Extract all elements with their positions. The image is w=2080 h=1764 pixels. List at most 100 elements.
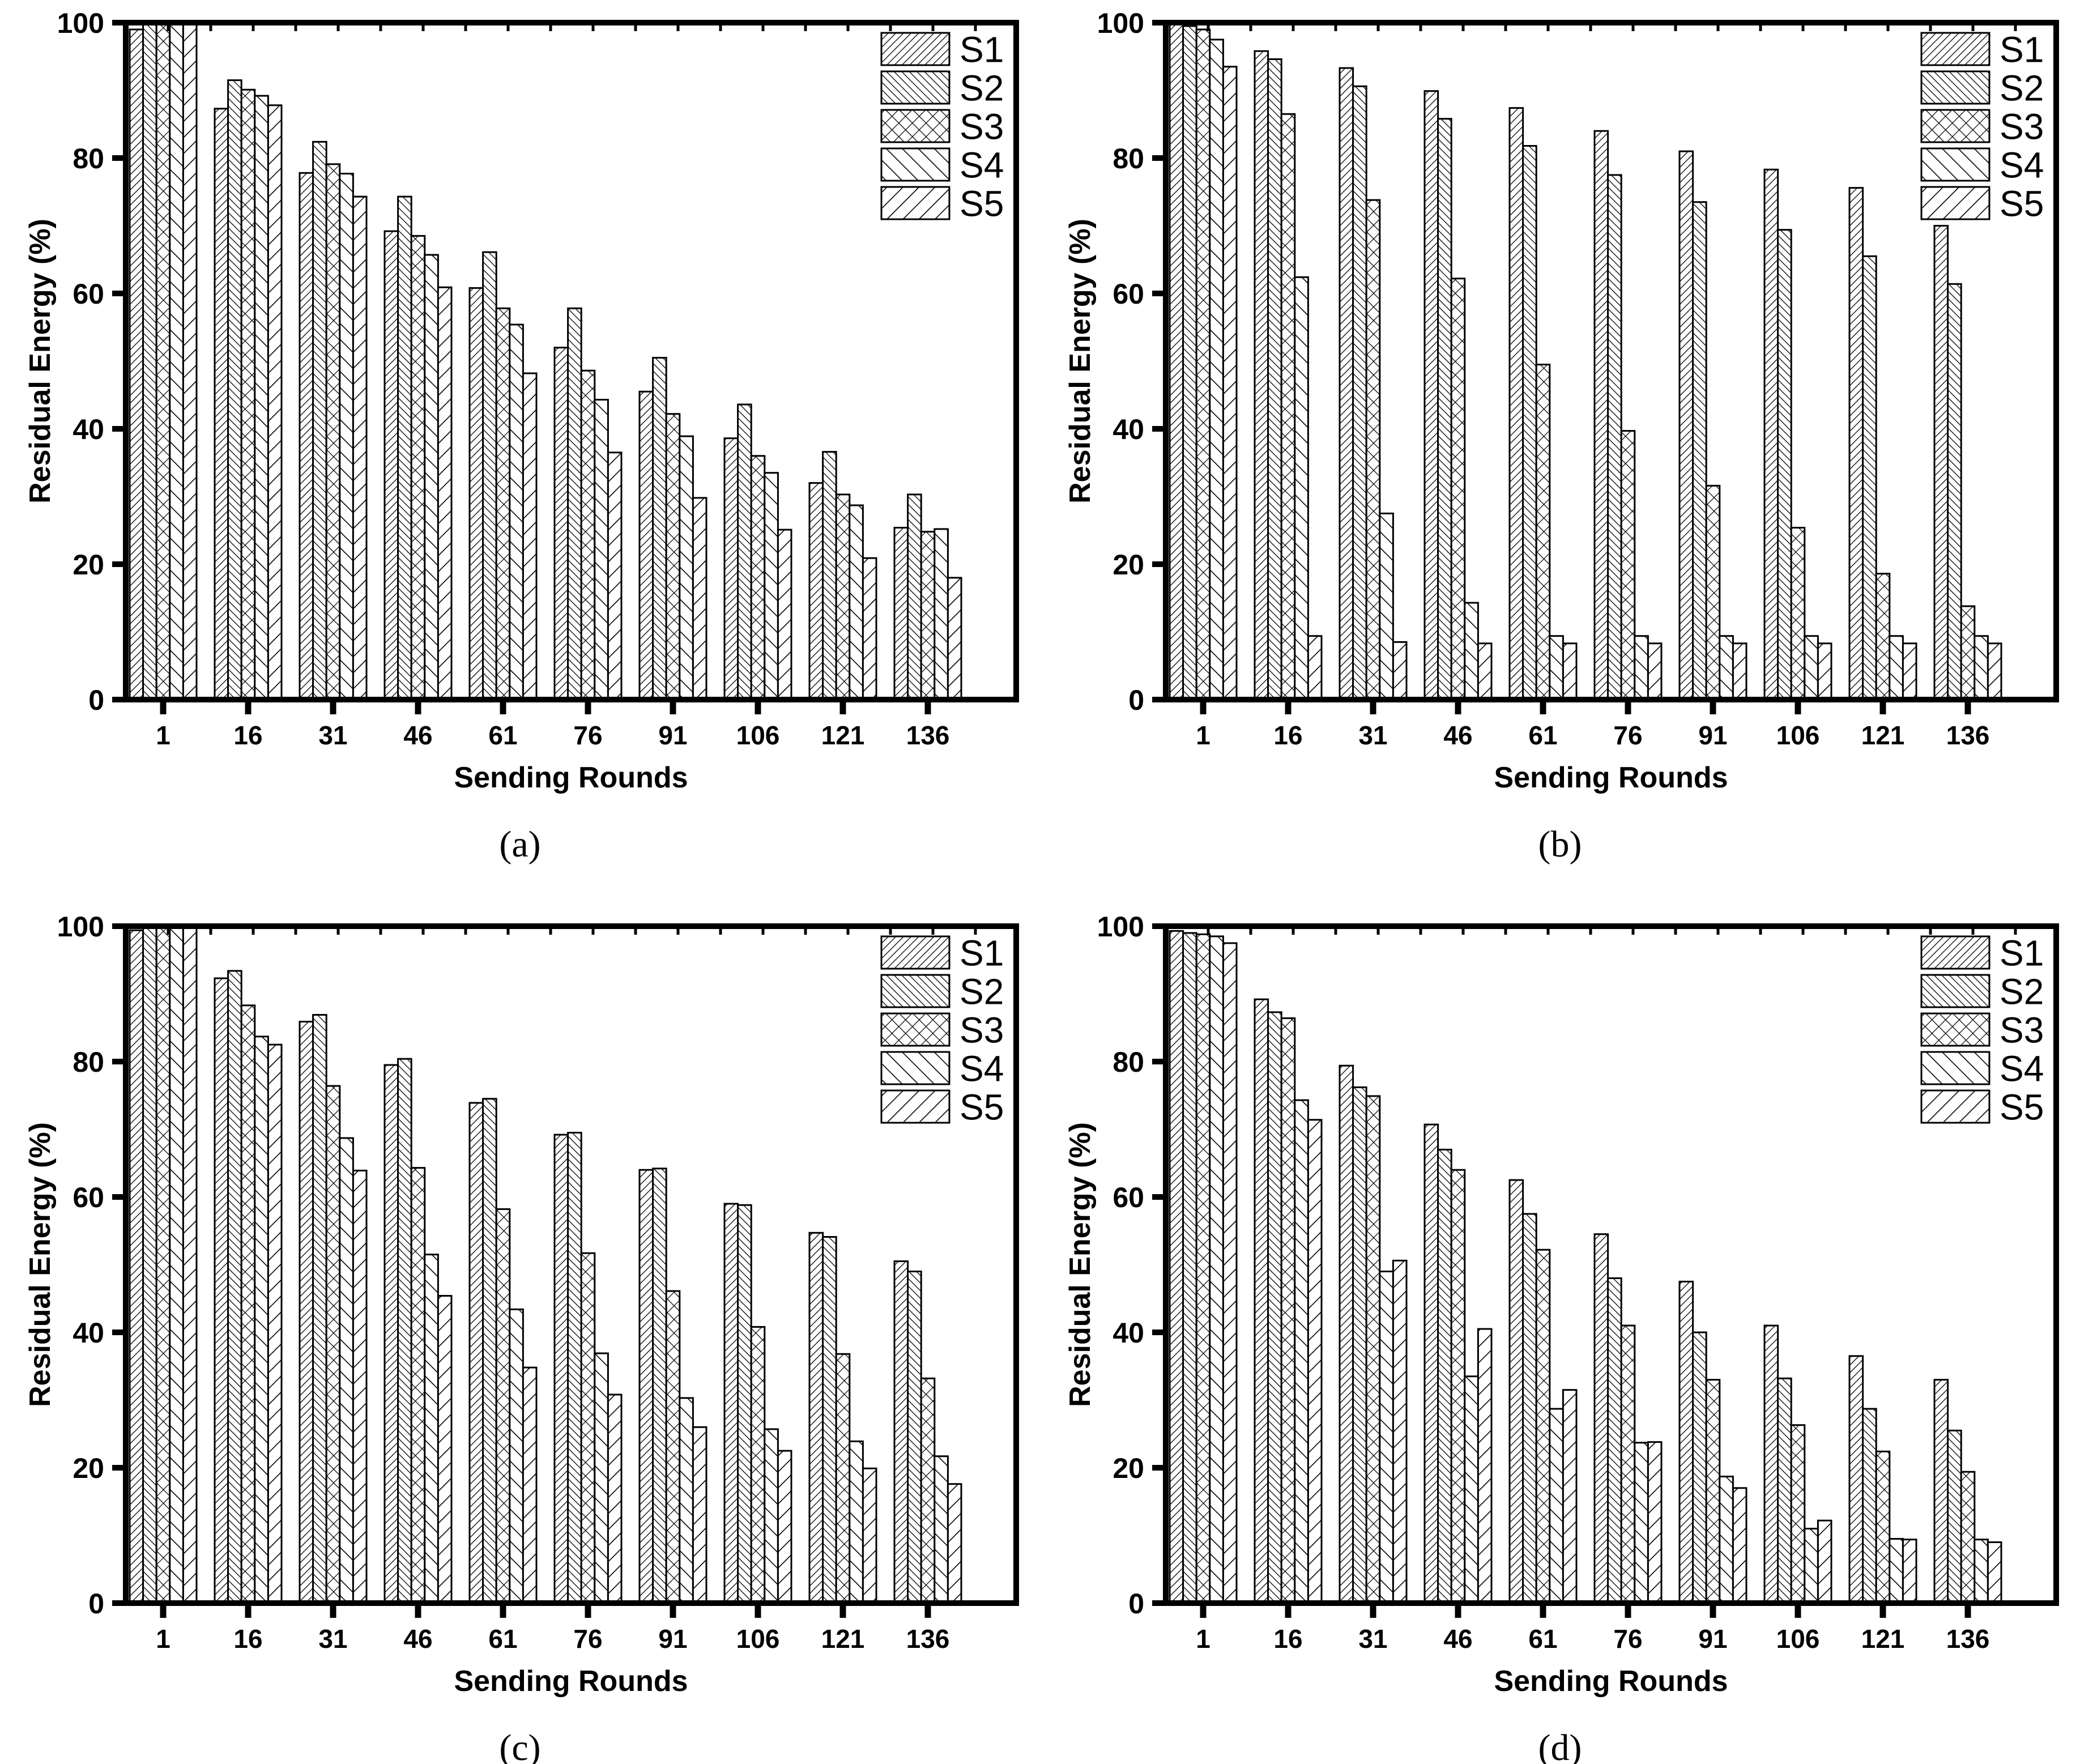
bar [723, 1203, 739, 1604]
y-tick-label: 0 [1128, 1588, 1144, 1620]
plot-frame [123, 20, 1019, 702]
legend-label: S3 [2000, 1010, 2044, 1051]
bar [1817, 1519, 1832, 1604]
bar [835, 493, 851, 701]
caption-b: (b) [1538, 824, 1582, 865]
caption-c: (c) [499, 1727, 540, 1764]
bar [1195, 28, 1211, 701]
bar [468, 1102, 484, 1604]
bar [1960, 605, 1976, 701]
bar [607, 451, 623, 701]
x-tick-label: 106 [1776, 1624, 1820, 1654]
bar [1777, 229, 1792, 701]
x-tick-label: 16 [233, 1624, 262, 1654]
legend-item-S1: S1 [1920, 933, 2044, 974]
bar [1647, 642, 1663, 701]
bar [1933, 1379, 1949, 1604]
bar [553, 1134, 569, 1604]
legend-label: S4 [960, 145, 1004, 186]
bar [652, 1168, 667, 1604]
bar [1862, 1408, 1877, 1604]
bar [1392, 641, 1408, 701]
legend-item-S4: S4 [880, 1049, 1004, 1089]
bar [254, 95, 269, 701]
bar [1902, 642, 1917, 701]
bar [920, 531, 936, 701]
bar [1437, 1148, 1452, 1604]
legend-label: S4 [960, 1049, 1004, 1089]
bar [835, 1353, 851, 1604]
bar [1705, 484, 1721, 701]
x-tick-label: 91 [1698, 721, 1727, 750]
bar [1464, 1375, 1479, 1604]
dense-diagonal-down-icon [880, 70, 951, 105]
bar [410, 1167, 426, 1604]
bar [822, 1236, 837, 1604]
bar [638, 390, 654, 701]
bar [312, 1014, 327, 1604]
bar [182, 925, 198, 1604]
x-axis-title: Sending Rounds [454, 761, 688, 794]
bar [227, 79, 242, 701]
legend-item-S4: S4 [1920, 1049, 2044, 1089]
bar [1280, 1017, 1296, 1604]
y-tick-label: 20 [73, 1452, 104, 1484]
y-tick-label: 100 [1097, 911, 1144, 943]
bar [665, 413, 681, 701]
panel-a: 0 20 40 60 80 100 1 16 31 46 61 76 91 106 121 136 S1S2S3… [24, 7, 1019, 865]
bar [808, 1232, 824, 1604]
bar [947, 577, 962, 701]
bar [580, 1252, 596, 1604]
x-axis: 1 16 31 46 61 76 91 106 121 136 [1196, 1603, 1989, 1654]
bar [1732, 642, 1747, 701]
legend-label: S1 [2000, 29, 2044, 70]
sparse-diagonal-down-icon [880, 1051, 951, 1085]
bar [299, 1021, 314, 1604]
bar [1267, 1011, 1282, 1604]
bar [679, 435, 694, 701]
bar [737, 1204, 752, 1604]
bar [777, 529, 792, 701]
bar [182, 23, 198, 701]
y-tick-label: 40 [1113, 414, 1144, 445]
dense-diagonal-up-icon [880, 32, 951, 66]
bar [920, 1377, 936, 1604]
bar [352, 195, 368, 701]
bar [665, 1290, 681, 1604]
bar-series-S3 [1195, 933, 1976, 1604]
y-tick-label: 100 [1097, 7, 1144, 39]
top-minor-ticks [167, 926, 977, 935]
bar [692, 1426, 707, 1604]
bar [1182, 932, 1197, 1604]
legend-label: S5 [960, 184, 1004, 224]
caption-d: (d) [1538, 1727, 1582, 1764]
x-tick-label: 121 [821, 721, 865, 750]
y-axis-title: Residual Energy (%) [24, 219, 57, 504]
bar [1634, 635, 1649, 701]
bar [1902, 1539, 1917, 1604]
legend-label: S3 [960, 106, 1004, 147]
bar [312, 140, 327, 701]
legend-label: S4 [2000, 1049, 2044, 1089]
bar [1593, 1233, 1609, 1604]
bar [129, 929, 144, 1604]
legend-label: S1 [960, 933, 1004, 974]
bar [1804, 635, 1819, 701]
bar [129, 28, 144, 701]
bar [468, 287, 484, 701]
bar [750, 455, 766, 701]
x-axis: 1 16 31 46 61 76 91 106 121 136 [156, 1603, 949, 1654]
sparse-diagonal-down-icon [1920, 147, 1991, 182]
x-tick-label: 31 [318, 721, 347, 750]
bar-series-S1 [129, 929, 909, 1604]
bar [947, 1483, 962, 1604]
bar [214, 108, 229, 701]
x-tick-label: 106 [736, 721, 780, 750]
bar [723, 437, 739, 701]
bar [934, 528, 949, 701]
bar [240, 1004, 256, 1604]
crosshatch-icon [1920, 1012, 1991, 1047]
y-axis: 0 20 40 60 80 100 [57, 911, 126, 1620]
bar [509, 1308, 524, 1604]
bar [1678, 1280, 1694, 1604]
